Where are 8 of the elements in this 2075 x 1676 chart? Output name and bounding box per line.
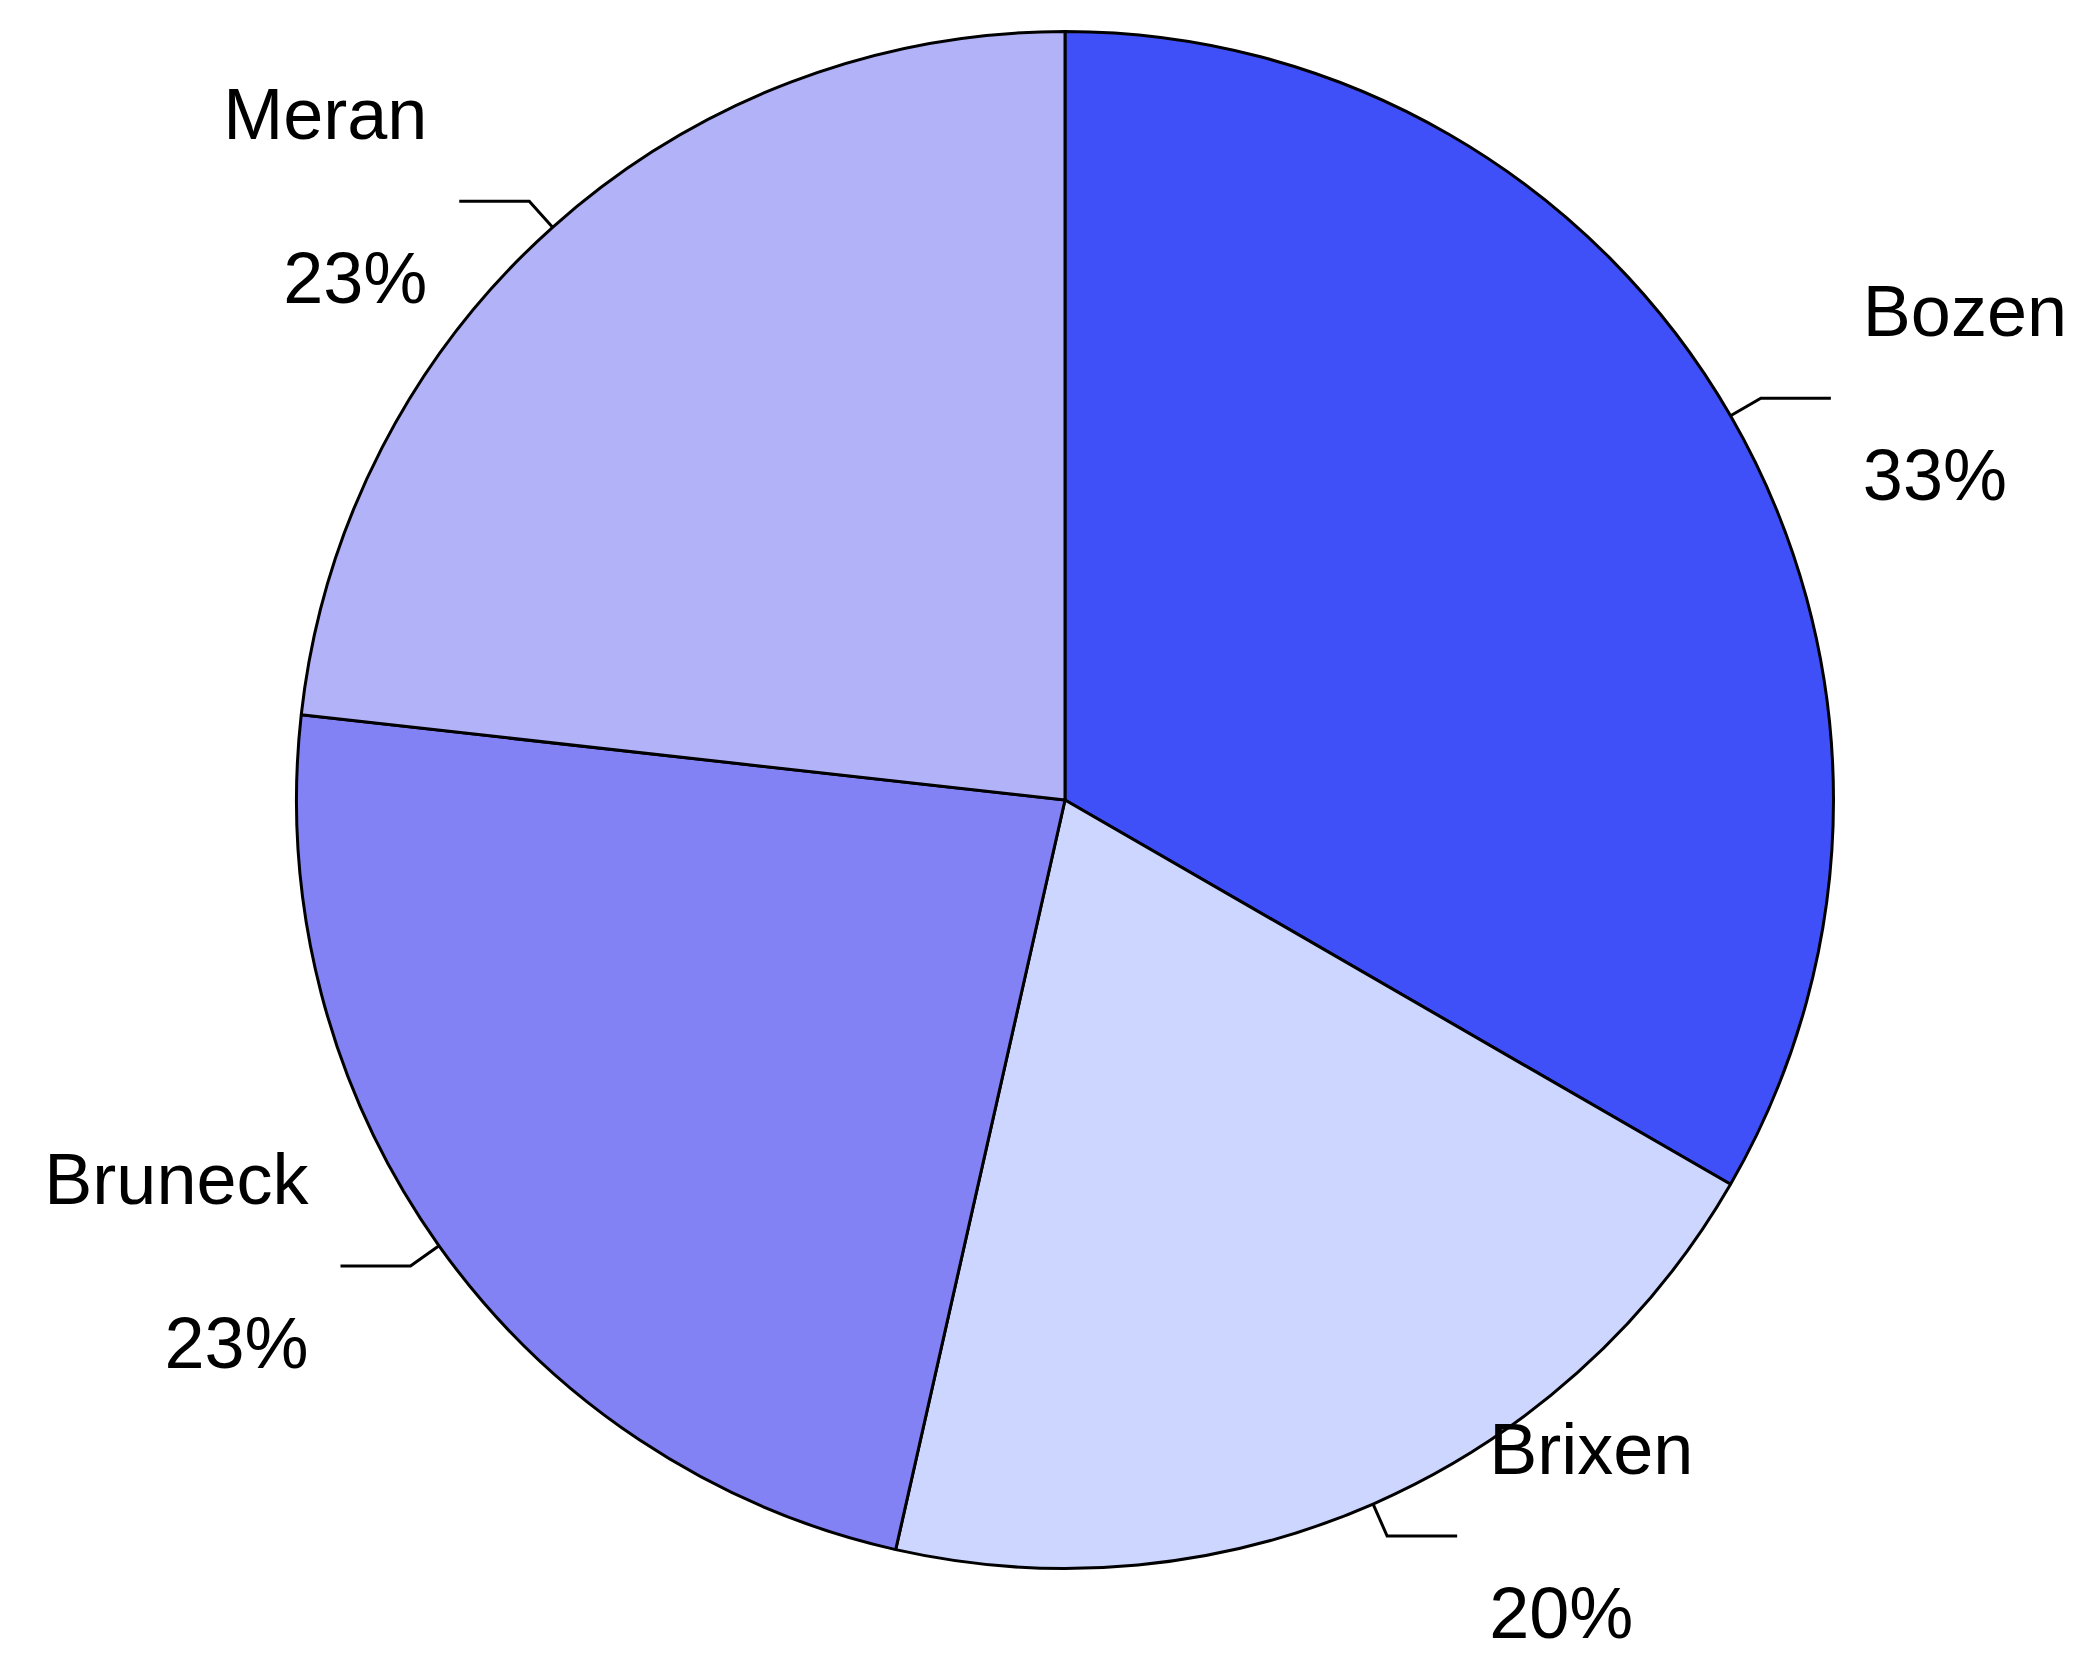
slice-label: Meran xyxy=(223,74,428,155)
data-label: 33% xyxy=(1862,435,2007,516)
data-label: 23% xyxy=(164,1302,309,1383)
data-label: 23% xyxy=(283,238,428,319)
slice-label: Bozen xyxy=(1862,271,2068,352)
slice-label: Bruneck xyxy=(44,1138,310,1219)
data-label: 20% xyxy=(1489,1572,1634,1653)
slice-label: Brixen xyxy=(1489,1408,1694,1489)
